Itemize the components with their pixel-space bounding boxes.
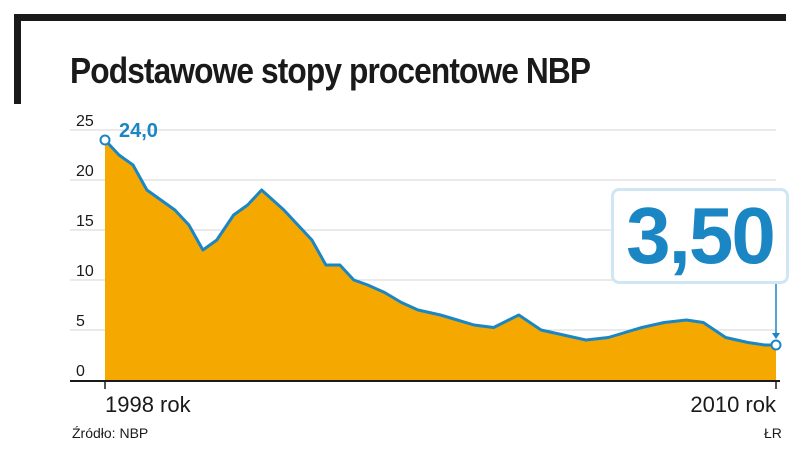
end-value-label: 3,50 (626, 191, 776, 280)
end-value-callout: 3,50 (611, 188, 789, 284)
start-point-marker (99, 134, 111, 146)
y-tick-label: 10 (76, 263, 94, 280)
frame-left-bar (14, 14, 21, 104)
chart-title: Podstawowe stopy procentowe NBP (70, 50, 591, 91)
y-tick-label: 20 (76, 163, 94, 180)
start-value-label: 24,0 (119, 120, 158, 142)
frame-top-bar (14, 14, 786, 21)
source-note: Źródło: NBP (72, 425, 149, 441)
x-tick-label-start: 1998 rok (105, 392, 192, 417)
y-tick-label: 5 (76, 313, 85, 330)
end-point-marker (770, 339, 782, 351)
x-tick-label-end: 2010 rok (690, 392, 777, 417)
y-tick-label: 0 (76, 363, 85, 380)
y-tick-labels: 0 5 10 15 20 25 (76, 113, 94, 380)
y-tick-label: 15 (76, 213, 94, 230)
rate-line (103, 138, 776, 347)
y-tick-label: 25 (76, 113, 94, 130)
author-initials: ŁR (764, 425, 782, 441)
callout-arrowhead (772, 333, 780, 339)
